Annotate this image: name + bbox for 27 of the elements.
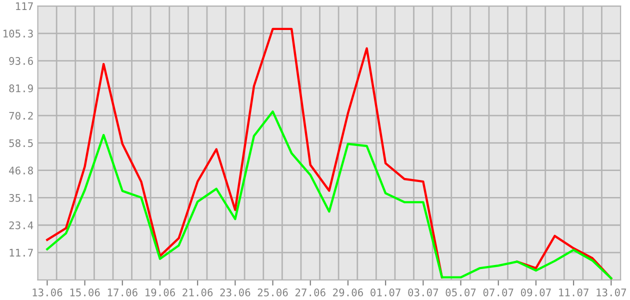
x-tick-label: 27.06 [295,288,326,296]
line-series [46,110,612,280]
x-tick-label: 09.07 [520,288,551,296]
y-tick-label: 23.4 [9,221,34,230]
x-tick-label: 29.06 [333,288,363,296]
y-tick-label: 70.2 [9,112,33,120]
x-tick-label: 01.07 [370,288,400,296]
y-tick-label: 105.3 [4,30,33,38]
y-tick-label: 117 [16,2,33,10]
y-tick-label: 58.5 [9,139,33,148]
x-tick-label: 11.07 [559,288,588,296]
x-tick-label: 25.06 [258,288,288,296]
x-tick-label: 03.07 [408,288,438,296]
y-tick-label: 11.7 [10,248,33,256]
x-tick-label: 21.06 [182,288,213,296]
x-tick-label: 13.06 [32,288,62,296]
y-tick-label: 93.6 [9,57,33,65]
x-tick-label: 13.07 [596,288,626,296]
x-tick-label: 19.06 [146,288,175,296]
y-tick-label: 81.9 [9,84,33,92]
x-tick-label: 15.06 [70,288,100,296]
x-tick-label: 17.06 [108,288,138,296]
x-tick-label: 07.07 [483,288,514,296]
x-tick-label: 05.07 [446,288,476,296]
y-tick-label: 46.8 [9,166,33,174]
x-tick-label: 23.06 [220,288,250,296]
y-tick-label: 35.1 [9,194,33,202]
